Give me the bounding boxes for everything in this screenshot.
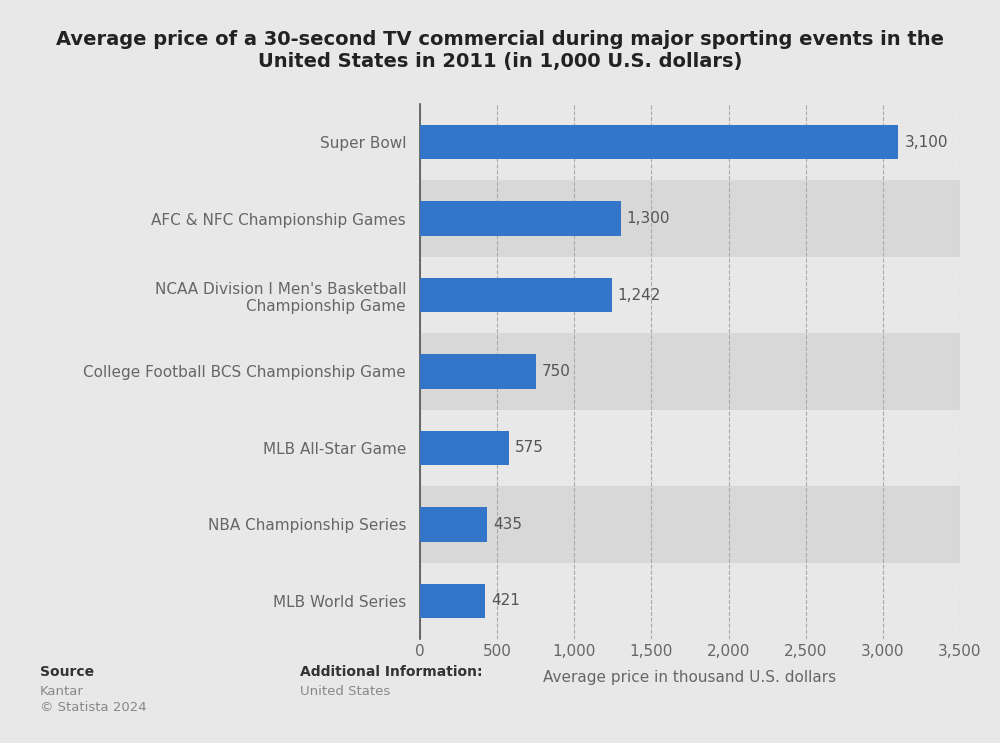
- Bar: [420, 431, 509, 465]
- Text: 1,242: 1,242: [618, 288, 661, 302]
- Text: 421: 421: [491, 593, 520, 609]
- Bar: [420, 562, 960, 639]
- Bar: [420, 409, 960, 486]
- Bar: [420, 278, 612, 312]
- Bar: [420, 125, 898, 160]
- Text: 435: 435: [493, 517, 522, 532]
- Text: 1,300: 1,300: [627, 211, 670, 226]
- Bar: [420, 486, 960, 562]
- Bar: [420, 257, 960, 334]
- Text: United States: United States: [300, 685, 390, 698]
- Bar: [420, 201, 621, 236]
- Text: 575: 575: [515, 441, 544, 455]
- Bar: [420, 583, 485, 618]
- X-axis label: Average price in thousand U.S. dollars: Average price in thousand U.S. dollars: [543, 670, 837, 685]
- Text: Additional Information:: Additional Information:: [300, 665, 482, 679]
- Text: Source: Source: [40, 665, 94, 679]
- Bar: [420, 354, 536, 389]
- Text: 3,100: 3,100: [904, 134, 948, 150]
- Text: 750: 750: [542, 364, 571, 379]
- Bar: [420, 507, 487, 542]
- Text: Kantar: Kantar: [40, 685, 84, 698]
- Bar: [420, 181, 960, 257]
- Text: Average price of a 30-second TV commercial during major sporting events in the
U: Average price of a 30-second TV commerci…: [56, 30, 944, 71]
- Bar: [420, 104, 960, 181]
- Text: © Statista 2024: © Statista 2024: [40, 701, 147, 714]
- Bar: [420, 334, 960, 409]
